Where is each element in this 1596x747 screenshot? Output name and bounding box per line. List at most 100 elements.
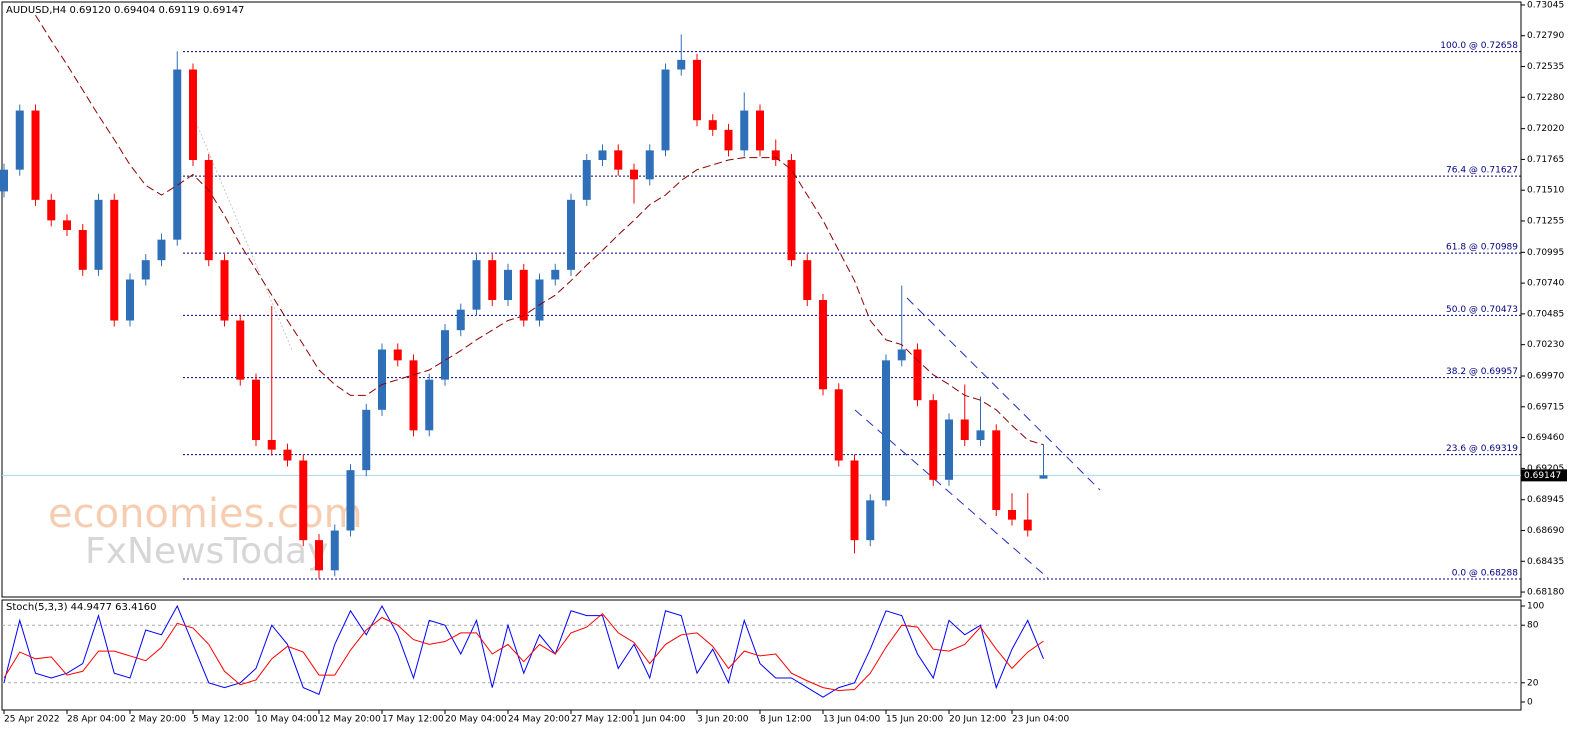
x-tick-label: 23 Jun 04:00 [1012, 715, 1069, 725]
candle-body [819, 300, 827, 390]
fib-label: 100.0 @ 0.72658 [1440, 41, 1518, 51]
y-tick-label: 0.69205 [1527, 464, 1564, 474]
candle-body [630, 169, 638, 180]
candle-body [330, 530, 339, 571]
fib-label: 76.4 @ 0.71627 [1446, 166, 1518, 176]
candle-body [15, 110, 24, 170]
x-tick-label: 3 Jun 20:00 [697, 715, 749, 725]
candle-body [598, 150, 607, 161]
x-tick-label: 15 Jun 20:00 [886, 715, 943, 725]
y-tick-label: 0.70995 [1527, 248, 1564, 258]
candle-body [409, 360, 418, 431]
candle-body [126, 279, 134, 321]
y-tick-label: 0.69970 [1527, 372, 1564, 382]
candle-body [645, 150, 654, 180]
x-tick-label: 2 May 20:00 [130, 715, 186, 725]
candle-body [267, 439, 276, 450]
y-tick-label: 0.70740 [1527, 279, 1564, 289]
fib-label: 23.6 @ 0.69319 [1446, 444, 1518, 454]
y-tick-label: 0.72790 [1527, 31, 1564, 41]
candle-body [393, 349, 402, 361]
x-tick-label: 27 May 12:00 [571, 715, 633, 725]
y-tick-label: 0.68945 [1527, 495, 1564, 505]
channel-line [854, 409, 1049, 579]
x-tick-label: 1 Jun 04:00 [634, 715, 686, 725]
candle-body [834, 389, 843, 461]
candle-body [0, 169, 8, 192]
y-tick-label: 0.71510 [1527, 186, 1564, 196]
y-tick-label: 0.73045 [1527, 0, 1564, 10]
candle-body [110, 199, 119, 321]
main-panel [1, 1, 1522, 598]
candle-body [708, 120, 717, 130]
fib-label: 50.0 @ 0.70473 [1446, 305, 1518, 315]
candle-body [929, 400, 938, 480]
candle-body [614, 150, 623, 170]
y-tick-label: 0.68180 [1527, 588, 1564, 598]
x-tick-label: 8 Jun 12:00 [760, 715, 812, 725]
candle-body [504, 269, 512, 301]
candle-body [1008, 509, 1016, 520]
candle-body [189, 69, 197, 161]
candle-body [866, 500, 875, 541]
candle-body [1039, 475, 1048, 479]
candle-body [220, 260, 229, 321]
moving-average [35, 14, 1044, 446]
candle-body [299, 460, 308, 541]
x-tick-label: 20 May 04:00 [445, 715, 507, 725]
candle-body [31, 110, 40, 200]
candle-body [362, 409, 371, 471]
candle-body [315, 540, 323, 571]
candle-body [425, 379, 434, 431]
y-tick-label: 0.68690 [1527, 526, 1564, 536]
y-tick-label: 0.72020 [1527, 124, 1564, 134]
candle-body [204, 160, 213, 261]
x-tick-label: 17 May 12:00 [382, 715, 444, 725]
x-tick-label: 25 Apr 2022 [4, 715, 60, 725]
candle-body [47, 199, 56, 221]
y-tick-label: 0.70230 [1527, 340, 1564, 350]
candle-body [535, 279, 544, 321]
candle-body [1023, 519, 1032, 531]
candle-body [803, 260, 812, 301]
candle-body [252, 379, 260, 440]
y-tick-label: 0.71255 [1527, 216, 1564, 226]
watermark: economies.com [48, 491, 363, 537]
candle-body [724, 129, 733, 151]
osc-tick-label: 100 [1527, 602, 1544, 612]
candle-body [913, 349, 922, 401]
y-tick-label: 0.72280 [1527, 93, 1564, 103]
candle-body [976, 430, 985, 440]
candle-body [677, 59, 686, 70]
x-tick-label: 24 May 20:00 [508, 715, 570, 725]
candle-body [897, 349, 906, 361]
candle-body [472, 260, 481, 310]
fib-label: 38.2 @ 0.69957 [1446, 367, 1518, 377]
candle-body [236, 320, 245, 380]
candle-body [283, 449, 292, 461]
candle-body [519, 269, 528, 321]
candle-body [456, 309, 465, 331]
last-price-box [1521, 469, 1567, 482]
osc-tick-label: 80 [1527, 621, 1539, 631]
candle-body [693, 59, 701, 121]
candle-body [992, 430, 1001, 510]
oscillator-panel [1, 599, 1522, 711]
y-tick-label: 0.69715 [1527, 402, 1564, 412]
oscillator-line [3, 612, 1044, 691]
candle-body [551, 269, 560, 280]
y-tick-label: 0.69460 [1527, 433, 1564, 443]
channel-line [906, 297, 1101, 491]
candle-body [850, 460, 859, 541]
candle-body [378, 349, 386, 410]
candle-body [787, 160, 796, 261]
x-tick-label: 12 May 20:00 [319, 715, 381, 725]
candle-body [63, 220, 71, 231]
candle-body [173, 69, 182, 240]
candle-body [740, 110, 749, 151]
y-tick-label: 0.68435 [1527, 557, 1564, 567]
last-price-label: 0.69147 [1524, 471, 1561, 481]
x-tick-label: 28 Apr 04:00 [67, 715, 126, 725]
